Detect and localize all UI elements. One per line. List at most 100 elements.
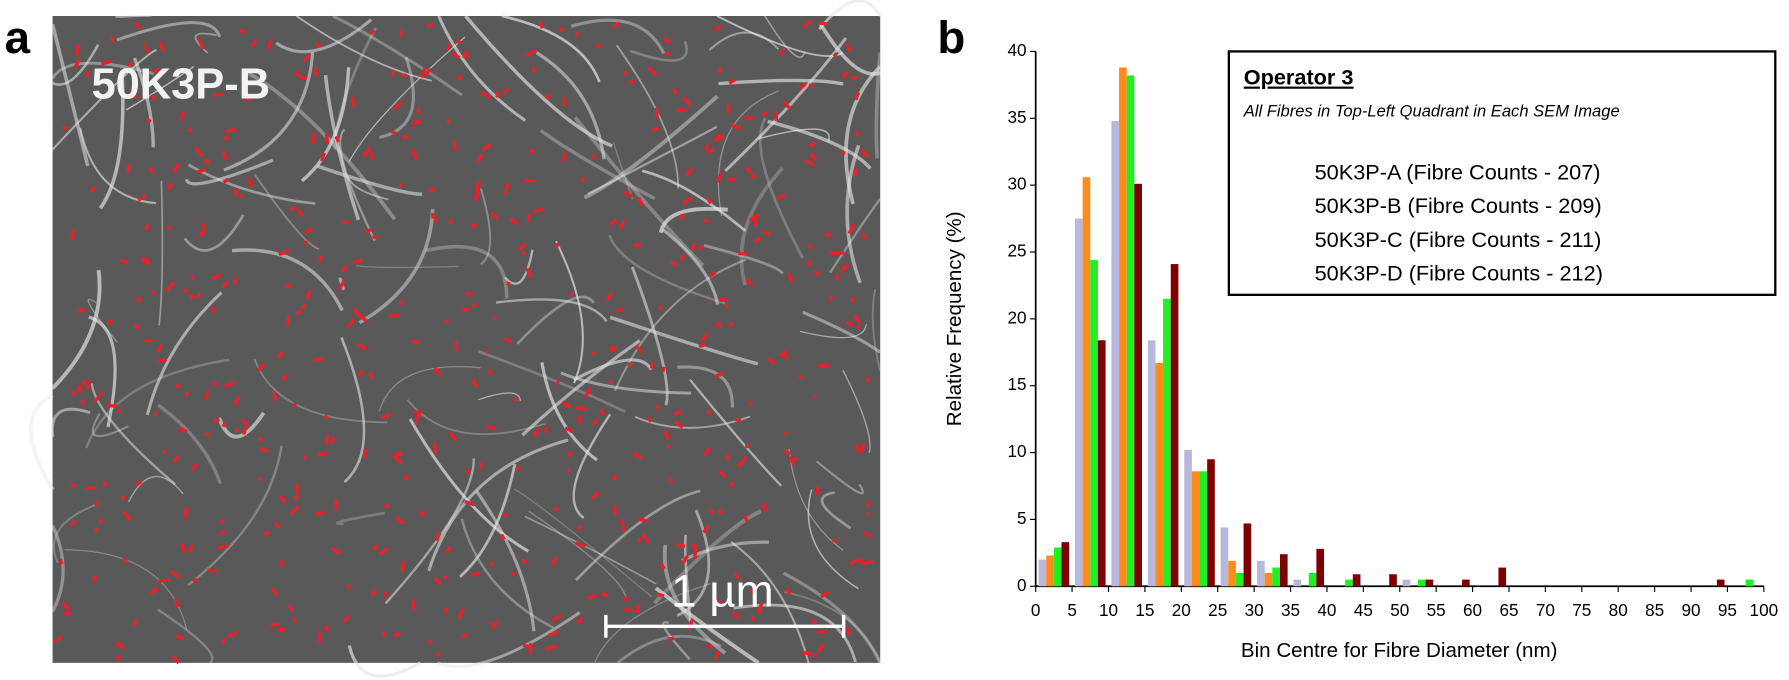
measure-mark [107, 403, 118, 408]
bar [1163, 298, 1171, 587]
measure-mark [126, 61, 134, 67]
measure-mark [58, 558, 64, 565]
measure-mark [212, 92, 224, 97]
measure-mark [503, 337, 513, 343]
measure-mark [241, 418, 249, 427]
measure-mark [157, 357, 168, 364]
fibre [703, 243, 785, 275]
fibre [85, 358, 230, 449]
measure-mark [651, 127, 659, 132]
measure-mark [839, 264, 848, 274]
y-tick-label: 20 [1007, 307, 1026, 327]
measure-mark [501, 512, 508, 518]
measure-mark [221, 150, 229, 162]
measure-mark [122, 556, 129, 564]
fibre [829, 198, 882, 274]
measure-mark [847, 222, 856, 235]
bar [1257, 560, 1265, 587]
measure-mark [762, 229, 771, 237]
bar [1316, 548, 1325, 587]
bar [1082, 177, 1091, 587]
measure-mark [448, 431, 459, 442]
measure-mark [315, 42, 322, 48]
measure-mark [188, 544, 194, 553]
measure-mark [733, 572, 741, 580]
fibre [871, 289, 882, 372]
fibre [51, 61, 155, 80]
measure-mark [739, 455, 748, 465]
y-tick-label: 5 [1017, 508, 1027, 528]
fibre [676, 509, 711, 617]
measure-mark [341, 615, 351, 623]
fibre [475, 490, 536, 632]
measure-mark [577, 414, 582, 424]
measure-mark [708, 271, 717, 278]
measure-mark [150, 93, 157, 102]
measure-mark [133, 21, 142, 30]
measure-mark [675, 542, 686, 548]
measure-mark [521, 250, 527, 256]
measure-mark [132, 619, 138, 627]
measure-mark [574, 541, 587, 548]
measure-mark [443, 318, 450, 324]
sem-texture [28, 0, 883, 678]
measure-mark [608, 218, 618, 226]
measure-mark [623, 595, 630, 603]
measure-mark [698, 244, 704, 251]
bar [1119, 67, 1127, 587]
fibre [513, 488, 653, 598]
fibre [570, 18, 666, 55]
measure-mark [145, 118, 152, 124]
measure-mark [93, 395, 101, 403]
measure-mark [346, 584, 352, 590]
fibre [718, 78, 844, 86]
measure-mark [859, 443, 866, 454]
measure-mark [340, 264, 349, 273]
measure-mark [590, 491, 601, 500]
measure-mark [480, 142, 492, 152]
measure-mark [776, 193, 786, 201]
bar [1155, 362, 1164, 587]
measure-mark [528, 148, 536, 155]
measure-mark [667, 636, 675, 641]
measure-mark [728, 78, 737, 85]
measure-mark [107, 319, 114, 324]
measure-mark [314, 510, 326, 516]
measure-mark [278, 249, 290, 257]
fibre [758, 128, 830, 143]
measure-mark [77, 307, 87, 314]
fibre [874, 52, 883, 159]
measure-mark [797, 374, 804, 380]
measure-mark [302, 454, 308, 460]
fibre [358, 209, 435, 325]
measure-mark [400, 560, 407, 573]
fibre [717, 90, 779, 217]
measure-mark [856, 557, 869, 567]
measure-mark [69, 229, 76, 241]
measure-mark [832, 52, 838, 58]
measure-mark [304, 227, 313, 235]
legend-box [1227, 50, 1777, 296]
measure-mark [346, 317, 356, 329]
measure-mark [531, 66, 537, 74]
fibre [612, 141, 634, 200]
measure-mark [702, 218, 709, 223]
measure-mark [77, 384, 82, 393]
measure-mark [390, 129, 397, 136]
measure-mark [89, 185, 97, 194]
measure-mark [427, 640, 433, 646]
measure-mark [490, 211, 499, 221]
measure-mark [672, 409, 683, 417]
fibre [87, 298, 118, 343]
measure-mark [175, 383, 182, 389]
measure-mark [486, 368, 493, 376]
fibre [614, 258, 747, 392]
measure-mark [672, 87, 678, 95]
measure-mark [623, 608, 635, 613]
fibre [820, 491, 852, 530]
fibre [608, 234, 726, 305]
measure-mark [744, 277, 754, 287]
measure-mark [471, 378, 479, 388]
measure-mark [620, 519, 626, 532]
